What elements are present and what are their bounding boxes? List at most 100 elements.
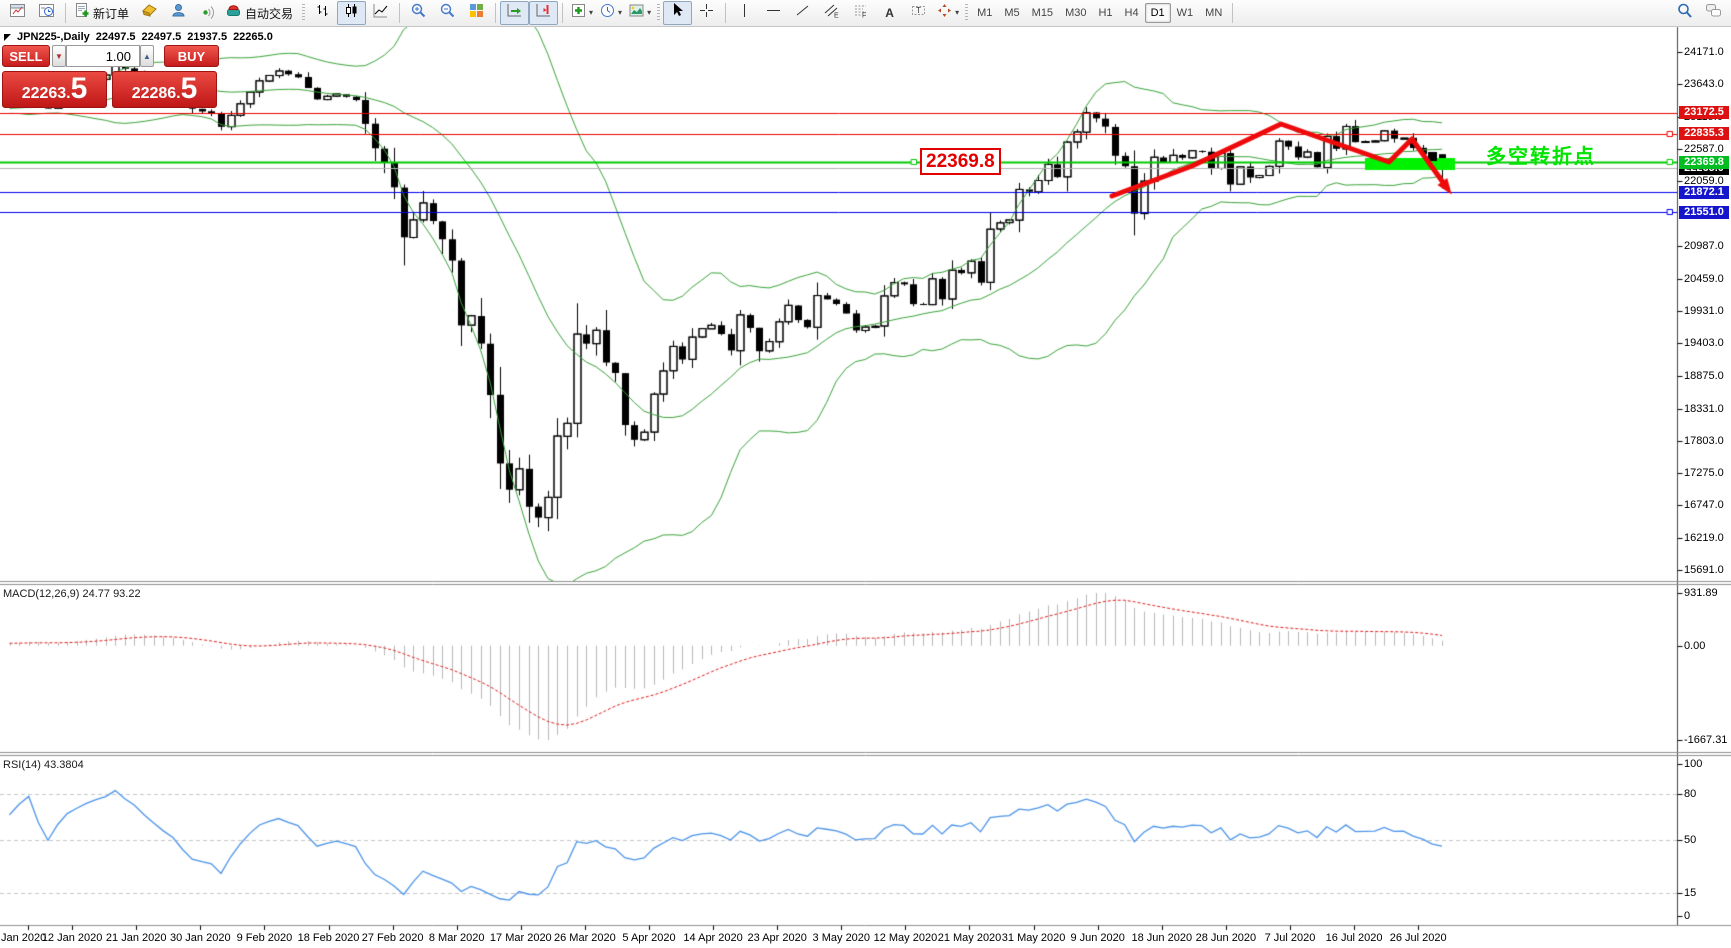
date-label: 17 Mar 2020 <box>489 932 552 944</box>
price-tick: 17803.0 <box>1684 434 1724 447</box>
line-chart-button[interactable] <box>366 1 395 25</box>
search-button[interactable] <box>1670 1 1699 25</box>
chevron-down-icon: ▾ <box>955 8 960 17</box>
chart-clock-icon <box>38 2 55 24</box>
zoom-in-button[interactable] <box>404 1 433 25</box>
sell-button[interactable]: SELL <box>2 45 50 67</box>
zoom-out-icon <box>439 2 456 24</box>
chevron-down-icon: ▾ <box>589 8 594 17</box>
price-tick: 24171.0 <box>1684 46 1724 58</box>
date-label: 23 Apr 2020 <box>747 932 807 944</box>
auto-scroll-button[interactable] <box>500 1 530 25</box>
cursor-button[interactable] <box>663 1 693 25</box>
new-order-button[interactable]: 新订单 <box>70 1 135 25</box>
ohlc-close: 22265.0 <box>233 31 273 43</box>
fibonacci-button[interactable]: F <box>846 1 875 25</box>
channel-button[interactable]: E <box>817 1 846 25</box>
rsi-name: RSI(14) <box>3 759 41 771</box>
timeframe-mn-button[interactable]: MN <box>1199 3 1228 23</box>
toolbar-grip <box>965 4 969 22</box>
bar-chart-button[interactable] <box>308 1 337 25</box>
auto-scroll-icon <box>506 2 523 24</box>
indicators-button[interactable]: ▾ <box>567 1 596 25</box>
vertical-line-button[interactable] <box>730 1 759 25</box>
trendline-button[interactable] <box>788 1 817 25</box>
timeframe-d1-button[interactable]: D1 <box>1144 3 1171 23</box>
templates-button[interactable]: ▾ <box>625 1 654 25</box>
price-badge: 22369.8 <box>1679 155 1729 169</box>
zoom-out-button[interactable] <box>433 1 462 25</box>
volume-decrease-button[interactable]: ▼ <box>52 45 66 67</box>
price-badge: 21872.1 <box>1679 185 1729 199</box>
ohlc-open: 22497.5 <box>95 31 136 43</box>
chart-shift-icon <box>535 2 552 24</box>
rsi-tick: 50 <box>1684 833 1697 846</box>
community-button[interactable] <box>164 1 193 25</box>
buy-button[interactable]: BUY <box>164 45 219 67</box>
date-label: 18 Jun 2020 <box>1131 932 1193 944</box>
volume-increase-button[interactable]: ▲ <box>140 45 154 67</box>
timeframe-m30-button[interactable]: M30 <box>1059 3 1092 23</box>
price-badge: 22835.3 <box>1679 127 1729 141</box>
metaeditor-button[interactable] <box>135 1 164 25</box>
spinner-down-icon: ▼ <box>55 51 63 61</box>
one-click-trading-panel: SELL ▼ ▲ BUY 22263. 5 22286. 5 <box>2 45 219 109</box>
rsi-tick: 100 <box>1684 757 1703 770</box>
sell-price-big-digit: 5 <box>70 72 88 105</box>
chevron-down-icon: ▾ <box>647 8 652 17</box>
text-tool-button[interactable]: A <box>875 1 904 25</box>
symbol-title: JPN225-,Daily <box>17 31 90 43</box>
price-tick: 22587.0 <box>1684 142 1724 155</box>
label-icon: T <box>910 2 927 24</box>
tile-windows-button[interactable] <box>462 1 491 25</box>
timeframe-m5-button[interactable]: M5 <box>998 3 1025 23</box>
buy-price: 22286. <box>131 85 181 102</box>
price-tick: 17275.0 <box>1684 467 1724 480</box>
crosshair-button[interactable] <box>692 1 721 25</box>
toolbar-separator <box>562 3 564 23</box>
date-label: 21 Jan 2020 <box>105 932 167 944</box>
arrows-icon <box>936 2 953 24</box>
spinner-up-icon: ▲ <box>143 51 151 61</box>
timeframe-h4-button[interactable]: H4 <box>1119 3 1145 23</box>
volume-input[interactable] <box>66 45 140 67</box>
turning-point-note[interactable]: 多空转折点 <box>1486 146 1596 168</box>
date-label: 27 Feb 2020 <box>361 932 424 944</box>
sell-price: 22263. <box>21 85 71 102</box>
signals-button[interactable] <box>193 1 222 25</box>
timeframe-h1-button[interactable]: H1 <box>1092 3 1118 23</box>
horizontal-line-button[interactable] <box>759 1 788 25</box>
price-tick: 18875.0 <box>1684 369 1724 382</box>
chart-window-button[interactable] <box>3 1 32 25</box>
date-label: 9 Feb 2020 <box>236 932 293 944</box>
date-label: 14 Apr 2020 <box>683 932 743 944</box>
new-order-icon <box>73 2 90 24</box>
buy-price-panel[interactable]: 22286. 5 <box>112 71 217 108</box>
timeframe-m1-button[interactable]: M1 <box>971 3 998 23</box>
metaeditor-icon <box>141 2 158 24</box>
chart-shift-button[interactable] <box>529 1 559 25</box>
chat-button[interactable] <box>1699 1 1728 25</box>
horizontal-line-icon <box>765 2 782 24</box>
price-level-annotation[interactable]: 22369.8 <box>920 148 1001 175</box>
toolbar-separator <box>1232 3 1234 23</box>
sell-price-panel[interactable]: 22263. 5 <box>2 71 107 108</box>
timeframe-m15-button[interactable]: M15 <box>1026 3 1059 23</box>
periods-button[interactable]: ▾ <box>596 1 625 25</box>
chart-clock-button[interactable] <box>32 1 61 25</box>
text-icon: A <box>885 6 894 20</box>
timeframe-w1-button[interactable]: W1 <box>1171 3 1200 23</box>
candlestick-button[interactable] <box>337 1 367 25</box>
arrows-tool-button[interactable]: ▾ <box>933 1 962 25</box>
date-label: 16 Jul 2020 <box>1325 932 1383 944</box>
label-tool-button[interactable]: T <box>904 1 933 25</box>
toolbar-separator <box>65 3 66 23</box>
periods-icon <box>599 2 616 24</box>
toolbar-separator <box>495 3 497 23</box>
trendline-icon <box>794 2 811 24</box>
autotrading-button[interactable]: 自动交易 <box>222 1 299 25</box>
date-label: 12 Jan 2020 <box>41 932 103 944</box>
fibonacci-icon: F <box>852 2 869 24</box>
